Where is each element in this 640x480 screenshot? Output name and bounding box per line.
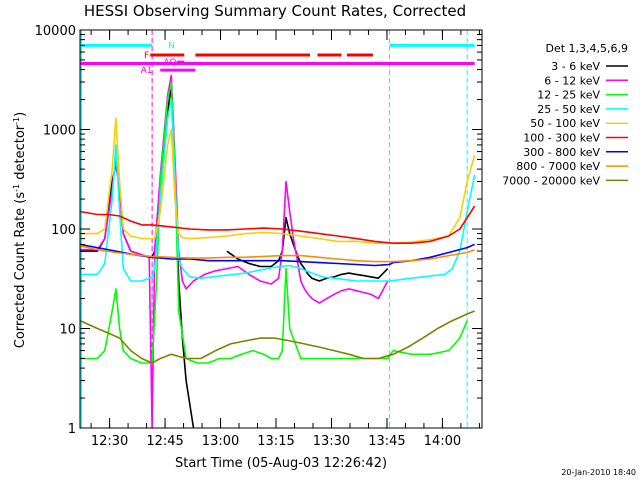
legend-label-7: 800 - 7000 keV: [516, 160, 600, 173]
series-line-5: [79, 205, 476, 244]
x-tick-label-2: 13:00: [202, 434, 239, 449]
y-axis-label: Corrected Count Rate (s-1 detector-1): [12, 112, 28, 348]
flag-label-4: A1: [141, 66, 153, 76]
x-tick-label-4: 13:30: [313, 434, 350, 449]
series-line-7: [79, 244, 475, 263]
series-line-8: [79, 310, 475, 364]
legend-label-0: 3 - 6 keV: [551, 60, 600, 73]
y-tick-label-0: 1: [68, 422, 76, 437]
x-tick-label-5: 13:45: [368, 434, 405, 449]
y-tick-label-1: 10: [59, 323, 76, 338]
legend-label-8: 7000 - 20000 keV: [502, 174, 600, 187]
y-axis-label-exp2: -1: [12, 117, 21, 125]
series-line-1: [80, 74, 389, 429]
flag-label-1: F: [144, 51, 149, 61]
y-axis-label-end: ): [13, 112, 28, 117]
series-line-3: [80, 98, 476, 282]
legend-label-2: 12 - 25 keV: [537, 89, 600, 102]
series-3: [80, 98, 476, 282]
x-tick-label-0: 12:30: [91, 434, 128, 449]
legend-title: Det 1,3,4,5,6,9: [545, 42, 628, 55]
x-tick-label-6: 14:00: [424, 434, 461, 449]
legend-label-3: 25 - 50 keV: [537, 103, 600, 116]
y-tick-label-4: 10000: [35, 24, 76, 39]
series-5: [79, 205, 476, 244]
data-layer: NFAQA1: [79, 30, 476, 429]
y-axis-label-exp1: -1: [12, 184, 21, 192]
series-7: [79, 244, 475, 263]
flag-label-0: N: [168, 41, 175, 51]
x-tick-label-1: 12:45: [146, 434, 183, 449]
legend-label-5: 100 - 300 keV: [523, 132, 600, 145]
x-tick-label-3: 13:15: [257, 434, 294, 449]
series-line-0: [226, 216, 389, 282]
y-tick-label-2: 100: [51, 223, 76, 238]
legend-label-1: 6 - 12 keV: [544, 74, 600, 87]
chart-title: HESSI Observing Summary Count Rates, Cor…: [84, 2, 466, 20]
y-tick-label-3: 1000: [43, 124, 76, 139]
timestamp: 20-Jan-2010 18:40: [561, 468, 636, 477]
x-axis-label: Start Time (05-Aug-03 12:26:42): [175, 456, 387, 471]
y-axis-label-mid: detector: [13, 124, 28, 184]
axis-layer: 1 10 100 1000 10000 12:30 12:45 13:00 13:15 13:30…: [35, 24, 482, 449]
series-8: [79, 310, 475, 364]
y-axis-label-main: Corrected Count Rate (s: [13, 192, 28, 349]
legend-label-6: 300 - 800 keV: [523, 146, 600, 159]
series-1: [80, 74, 389, 429]
legend-label-4: 50 - 100 keV: [530, 117, 600, 130]
